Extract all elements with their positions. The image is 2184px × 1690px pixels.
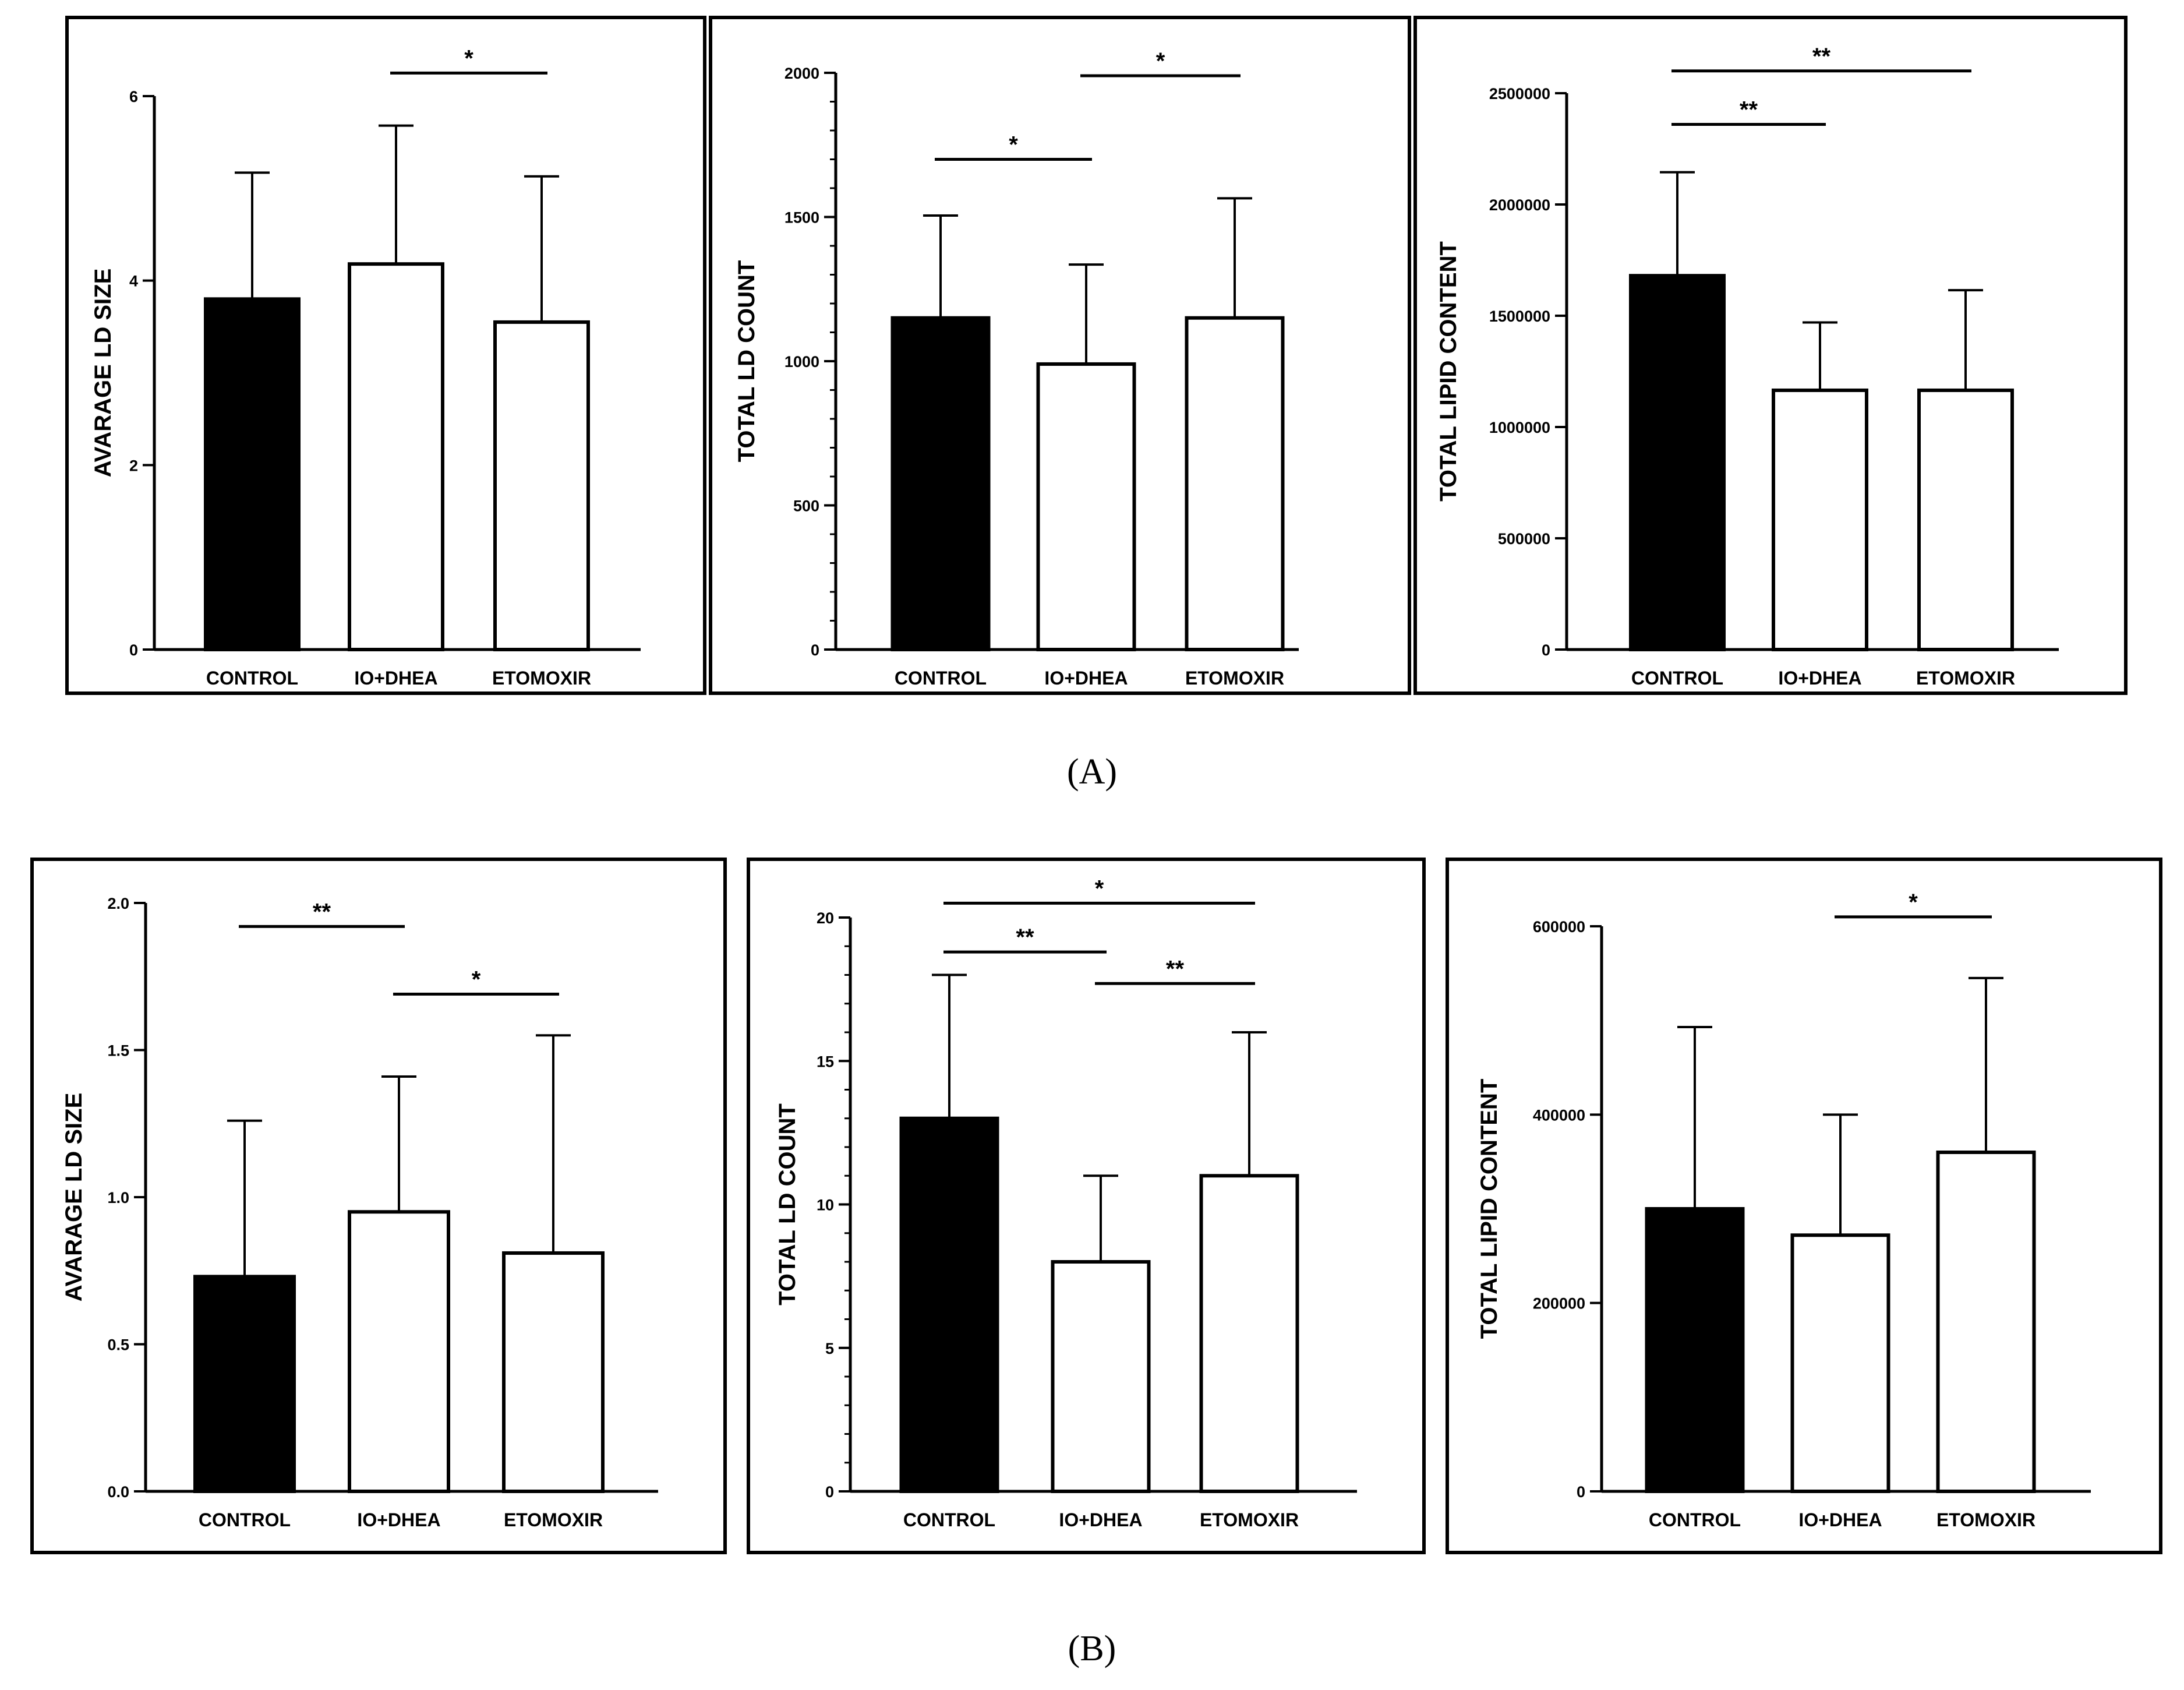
bar-etomoxir [1185,316,1285,651]
y-tick-label: 0.0 [107,1483,129,1501]
y-axis-label: TOTAL LIPID CONTENT [1476,1079,1502,1339]
bar-io-dhea [348,1210,450,1493]
bar-etomoxir [1199,1174,1299,1493]
chart-frame [30,858,727,1554]
x-category-label: ETOMOXIR [1200,1509,1299,1530]
panel-label-a: (A) [1067,752,1117,792]
chart-a1: 0 2 4 6 AVARAGE LD SIZE CONTROL IO+DHEA ETOMOXI… [65,16,706,695]
y-tick-label: 0 [1577,1483,1585,1501]
y-tick-label: 6 [129,88,138,105]
x-category-label: CONTROL [1631,668,1723,689]
y-axis-label: TOTAL LIPID CONTENT [1436,241,1461,502]
bar-etomoxir [493,320,590,651]
y-tick-label: 1.5 [107,1042,129,1060]
y-tick-label: 2500000 [1489,85,1550,103]
chart-a3: 0 500000 1000000 1500000 2000000 2500000 TOTAL… [1413,16,2128,695]
y-tick-label: 1.0 [107,1189,129,1206]
bar-etomoxir [1917,388,2014,651]
y-tick-label: 0.5 [107,1336,129,1354]
significance-marker: * [1095,876,1104,901]
chart-b3: 0 200000 400000 600000 TOTAL LIPID CONTENT CO… [1446,858,2162,1554]
significance-marker: ** [1740,97,1758,122]
y-axis-label: AVARAGE LD SIZE [61,1093,87,1302]
y-tick-label: 1000000 [1489,419,1550,436]
y-tick-label: 0 [129,641,138,659]
x-category-label: CONTROL [206,668,298,689]
significance-marker: * [1156,48,1165,74]
x-category-label: CONTROL [903,1509,995,1530]
x-category-label: ETOMOXIR [1916,668,2015,689]
chart-frame [1446,858,2162,1554]
x-category-label: IO+DHEA [1044,668,1128,689]
bar-control [193,1275,296,1494]
chart-frame [65,16,706,695]
bar-io-dhea [348,262,444,651]
y-tick-label: 1500 [784,209,819,227]
y-tick-label: 4 [129,273,138,290]
y-axis-label: TOTAL LD COUNT [734,260,759,463]
y-tick-label: 2000 [784,65,819,82]
y-tick-label: 600000 [1533,918,1585,936]
bar-control [204,297,301,651]
bar-io-dhea [1790,1233,1890,1493]
x-category-label: ETOMOXIR [504,1509,603,1530]
y-axis-label: AVARAGE LD SIZE [90,269,116,478]
bar-control [899,1116,999,1493]
bar-io-dhea [1772,388,1868,651]
y-axis-label: TOTAL LD COUNT [775,1103,800,1306]
y-tick-label: 400000 [1533,1106,1585,1124]
x-category-label: CONTROL [199,1509,291,1530]
chart-frame [747,858,1426,1554]
bar-control [1629,274,1726,651]
x-category-label: ETOMOXIR [1936,1509,2035,1530]
chart-a2: 0 500 1000 1500 2000 TOTAL LD COUNT CONTROL IO+… [709,16,1411,695]
significance-marker: * [1009,132,1018,158]
significance-marker: ** [1812,44,1831,69]
x-category-label: IO+DHEA [1059,1509,1142,1530]
chart-b1: 0.0 0.5 1.0 1.5 2.0 AVARAGE LD SIZE CONTROL IO+… [30,858,727,1554]
x-category-label: ETOMOXIR [492,668,591,689]
y-tick-label: 0 [1542,641,1550,659]
chart-frame [709,16,1411,695]
chart-b2: 0 5 10 15 20 TOTAL LD COUNT CONTROL IO+DHEA ETOM… [747,858,1426,1554]
x-category-label: IO+DHEA [357,1509,440,1530]
bar-etomoxir [1936,1151,2036,1493]
x-category-label: IO+DHEA [354,668,437,689]
significance-marker: * [464,45,473,71]
x-category-label: IO+DHEA [1798,1509,1882,1530]
y-tick-label: 2000000 [1489,196,1550,214]
bar-control [1645,1207,1745,1493]
bar-control [890,316,991,651]
significance-marker: ** [1016,925,1034,950]
significance-marker: * [1909,890,1918,915]
y-tick-label: 1500000 [1489,308,1550,325]
significance-marker: ** [1166,956,1185,982]
chart-frame [1413,16,2128,695]
significance-marker: * [472,967,481,993]
significance-marker: ** [313,899,331,925]
y-tick-label: 0 [825,1483,834,1501]
bar-io-dhea [1036,362,1136,651]
y-tick-label: 10 [817,1197,834,1214]
x-category-label: CONTROL [1649,1509,1741,1530]
panel-label-b: (B) [1068,1629,1116,1668]
y-tick-label: 1000 [784,353,819,371]
x-category-label: CONTROL [895,668,987,689]
bar-etomoxir [502,1251,605,1493]
y-tick-label: 500 [793,498,819,515]
y-tick-label: 500000 [1498,530,1550,548]
bar-io-dhea [1051,1260,1151,1493]
y-tick-label: 5 [825,1340,834,1357]
y-tick-label: 0 [811,641,819,659]
y-tick-label: 200000 [1533,1295,1585,1313]
y-tick-label: 2 [129,457,138,474]
x-category-label: IO+DHEA [1778,668,1861,689]
y-tick-label: 20 [817,909,834,927]
y-tick-label: 2.0 [107,895,129,912]
x-category-label: ETOMOXIR [1185,668,1284,689]
y-tick-label: 15 [817,1053,834,1070]
